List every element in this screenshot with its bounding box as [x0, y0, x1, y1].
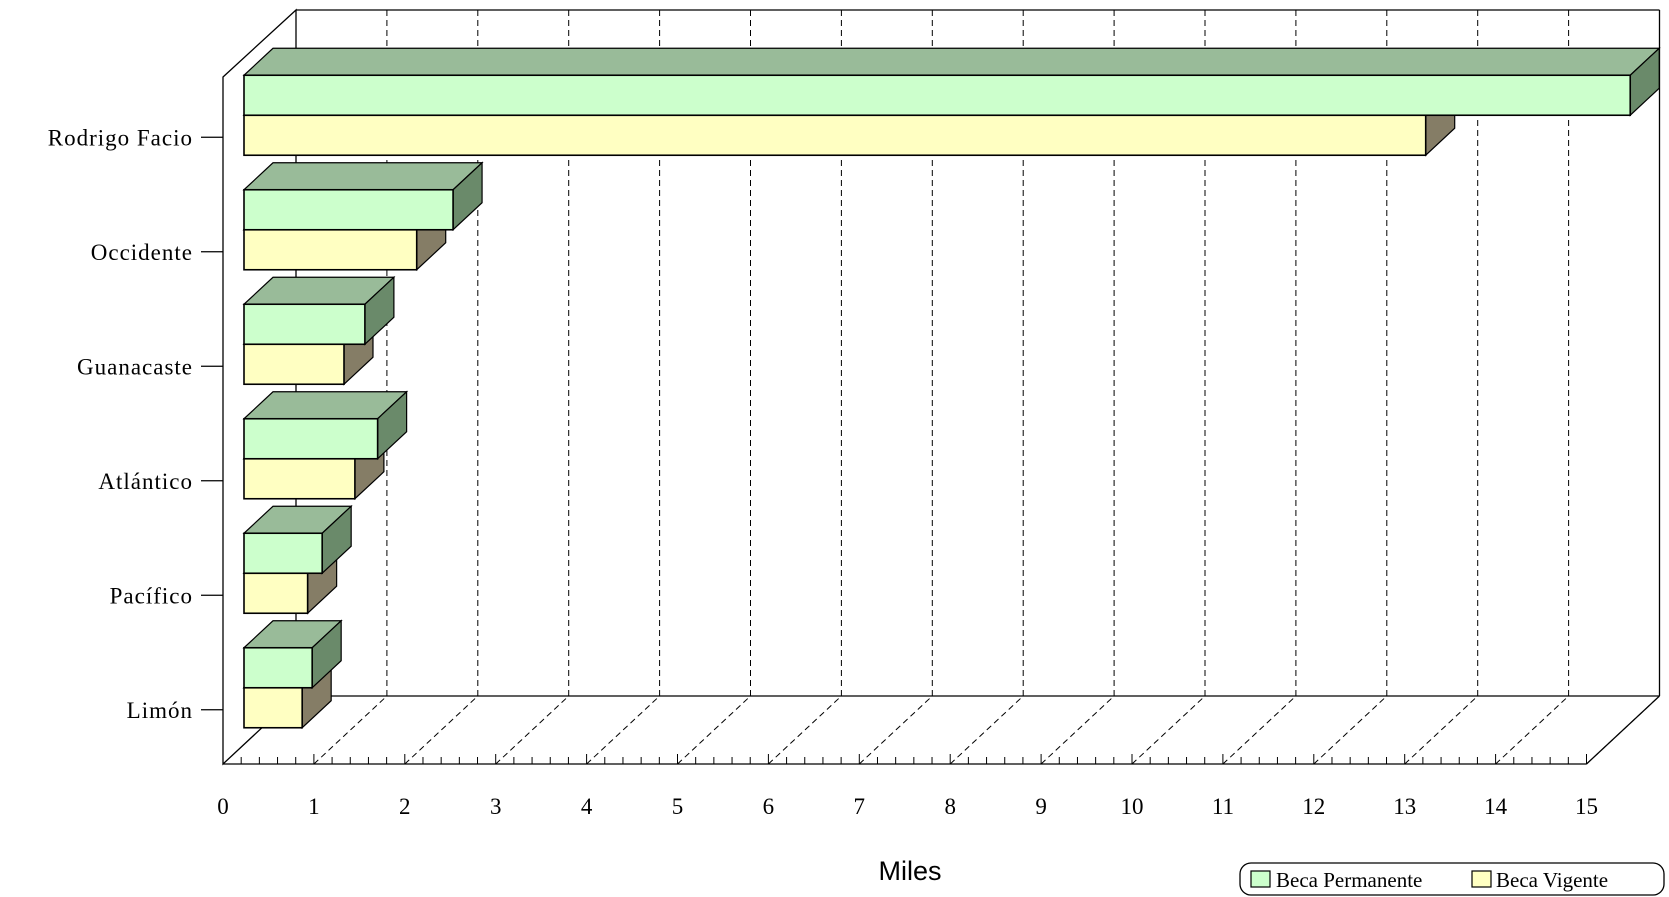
gridline-floor-7: [858, 695, 933, 765]
x-tick-label-2: 2: [399, 794, 411, 819]
category-label-atlantico: Atlántico: [98, 469, 193, 494]
x-tick-label-3: 3: [490, 794, 502, 819]
bar-vigente-limon-front: [243, 686, 303, 729]
bar-permanente-pacifico-front: [243, 532, 323, 575]
bar-vigente-atlantico-front: [243, 457, 356, 500]
gridline-floor-2: [404, 695, 479, 765]
bar-permanente-occidente-top: [242, 162, 484, 191]
axes: [201, 136, 1587, 764]
bar-vigente-rodrigo-facio-front: [243, 114, 1427, 157]
x-tick-label-1: 1: [308, 794, 320, 819]
x-tick-label-0: 0: [217, 794, 229, 819]
x-tick-label-9: 9: [1035, 794, 1047, 819]
gridline-floor-10: [1131, 695, 1206, 765]
gridline-floor-14: [1495, 695, 1569, 765]
x-tick-label-4: 4: [581, 794, 593, 819]
x-tick-label-8: 8: [944, 794, 956, 819]
gridline-floor-9: [1040, 695, 1115, 765]
bar-permanente-rodrigo-facio-top: [242, 47, 1661, 76]
bar-vigente-guanacaste-front: [243, 343, 345, 386]
gridline-floor-15: [1586, 695, 1660, 765]
gridline-floor-8: [949, 695, 1024, 765]
bar-permanente-pacifico: [242, 504, 353, 575]
gridline-floor-1: [313, 695, 388, 765]
category-label-occidente: Occidente: [91, 240, 193, 265]
x-tick-label-14: 14: [1484, 794, 1508, 819]
gridline-floor-11: [1222, 695, 1297, 765]
bar-permanente-limon-front: [243, 646, 313, 689]
x-tick-label-10: 10: [1121, 794, 1144, 819]
bar-permanente-atlantico-front: [243, 417, 379, 460]
x-tick-label-15: 15: [1575, 794, 1598, 819]
bar-permanente-occidente-front: [243, 188, 454, 231]
bar-permanente-atlantico: [242, 390, 409, 461]
bar-permanente-rodrigo-facio: [242, 46, 1661, 117]
bar-vigente-occidente-front: [243, 228, 418, 271]
gridline-floor-3: [495, 695, 570, 765]
gridline-floor-4: [586, 695, 660, 765]
x-tick-label-5: 5: [672, 794, 684, 819]
x-tick-label-7: 7: [854, 794, 866, 819]
legend-label-permanente: Beca Permanente: [1276, 868, 1422, 892]
bar-permanente-rodrigo-facio-front: [243, 74, 1632, 117]
gridline-floor-5: [677, 695, 751, 765]
x-tick-label-13: 13: [1393, 794, 1416, 819]
x-tick-label-6: 6: [763, 794, 775, 819]
legend: Beca Permanente Beca Vigente: [1239, 862, 1665, 896]
category-label-limon: Limón: [127, 698, 193, 723]
bar-permanente-occidente: [242, 161, 484, 232]
x-tick-labels: 0 1 2 3 4 5 6 7 8 9 10 11 12 13 14 15: [217, 794, 1598, 819]
category-label-guanacaste: Guanacaste: [77, 354, 193, 379]
category-label-pacifico: Pacífico: [110, 583, 193, 608]
gridline-floor-12: [1313, 695, 1388, 765]
legend-label-vigente: Beca Vigente: [1496, 868, 1608, 892]
bar-permanente-guanacaste: [242, 275, 396, 346]
bar-permanente-limon: [242, 619, 343, 690]
legend-swatch-permanente: [1250, 870, 1271, 888]
category-label-rodrigo-facio: Rodrigo Facio: [48, 125, 193, 150]
legend-swatch-vigente: [1471, 870, 1492, 888]
bar-vigente-pacifico-front: [243, 572, 309, 615]
legend-box: [1239, 862, 1665, 896]
gridlines: [313, 10, 1660, 765]
x-tick-label-12: 12: [1302, 794, 1325, 819]
gridline-floor-6: [768, 695, 842, 765]
x-tick-label-11: 11: [1212, 794, 1234, 819]
bar-permanente-guanacaste-front: [243, 303, 366, 346]
category-labels: Rodrigo Facio Occidente Guanacaste Atlántic…: [48, 125, 193, 723]
gridline-floor-13: [1404, 695, 1479, 765]
x-axis-title: Miles: [878, 856, 941, 886]
bars: [242, 46, 1661, 730]
